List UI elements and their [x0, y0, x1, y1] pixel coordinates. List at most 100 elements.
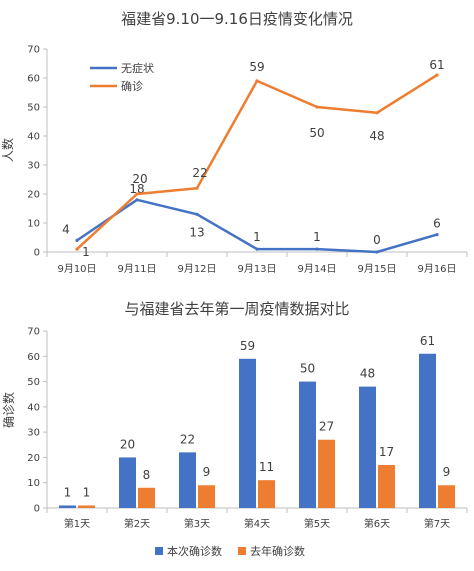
bar-chart-x-tick-label: 第1天 — [64, 517, 90, 530]
bar-chart-x-tick-label: 第3天 — [184, 517, 210, 530]
line-chart-x-tick-label: 9月16日 — [417, 263, 456, 275]
bar-chart-y-axis-label: 确诊数 — [1, 392, 16, 428]
line-data-label: 20 — [132, 172, 147, 186]
line-data-label: 18 — [129, 182, 144, 196]
bar-last-year — [318, 439, 335, 508]
line-data-label: 59 — [249, 60, 264, 74]
bar-data-label: 61 — [420, 334, 435, 348]
bar-data-label: 20 — [120, 437, 135, 451]
bar-last-year — [378, 465, 395, 508]
line-chart-y-tick-label: 20 — [27, 190, 40, 201]
bar-current — [59, 505, 76, 508]
line-data-label: 1 — [253, 230, 261, 244]
line-legend-label: 无症状 — [121, 61, 154, 75]
line-series-confirmed — [76, 74, 438, 251]
line-data-label: 4 — [62, 222, 70, 236]
line-data-label: 50 — [309, 126, 324, 140]
bar-legend-label: 本次确诊数 — [167, 544, 222, 558]
bar-current — [179, 452, 196, 508]
bar-chart-y-tick-label: 70 — [27, 327, 40, 338]
bar-data-label: 8 — [143, 468, 151, 482]
line-chart-x-tick-label: 9月15日 — [357, 263, 396, 275]
line-point — [135, 198, 139, 202]
bar-data-label: 22 — [180, 432, 195, 446]
line-point — [255, 79, 259, 83]
line-data-label: 6 — [433, 217, 441, 231]
line-point — [255, 247, 259, 251]
line-point — [435, 233, 439, 237]
line-data-label: 0 — [373, 233, 381, 247]
bar-chart-title: 与福建省去年第一周疫情数据对比 — [124, 300, 349, 318]
bar-data-label: 48 — [360, 367, 375, 381]
bar-chart-y-tick-label: 30 — [27, 428, 40, 439]
line-chart: 福建省9.10一9.16日疫情变化情况人数0102030405060709月10… — [0, 10, 468, 275]
line-chart-y-axis-label: 人数 — [0, 138, 15, 162]
bar-data-label: 59 — [240, 339, 255, 353]
line-series-asymptomatic — [76, 198, 438, 254]
line-legend-label: 确诊 — [121, 79, 143, 93]
line-point — [195, 186, 199, 190]
bar-chart-y-tick-label: 60 — [27, 352, 40, 363]
bar-legend-label: 去年确诊数 — [250, 544, 305, 558]
bar-chart-y-tick-label: 50 — [27, 377, 40, 388]
line-chart-title: 福建省9.10一9.16日疫情变化情况 — [121, 10, 353, 28]
bar-data-label: 27 — [319, 420, 334, 434]
bar-current — [239, 358, 256, 508]
bar-last-year — [258, 480, 275, 508]
bar-data-label: 50 — [300, 362, 315, 376]
line-chart-x-tick-label: 9月14日 — [297, 263, 336, 275]
bar-data-label: 1 — [64, 485, 72, 499]
bar-current — [419, 353, 436, 508]
line-data-label: 48 — [369, 129, 384, 143]
line-chart-y-tick-label: 60 — [27, 74, 40, 85]
line-chart-x-tick-label: 9月12日 — [177, 263, 216, 275]
bar-data-label: 1 — [83, 485, 91, 499]
bar-current — [119, 457, 136, 508]
line-chart-x-tick-label: 9月13日 — [237, 263, 276, 275]
bar-chart-y-tick-label: 20 — [27, 453, 40, 464]
bar-data-label: 9 — [443, 465, 451, 479]
line-point — [75, 238, 79, 242]
bar-data-label: 9 — [203, 465, 211, 479]
line-point — [135, 192, 139, 196]
line-point — [195, 212, 199, 216]
bar-last-year — [198, 485, 215, 508]
line-data-label: 61 — [429, 58, 444, 72]
line-chart-y-tick-label: 50 — [27, 103, 40, 114]
bar-last-year — [78, 505, 95, 508]
bar-legend-swatch — [155, 547, 163, 555]
line-chart-y-tick-label: 10 — [27, 219, 40, 230]
bar-data-label: 11 — [259, 460, 274, 474]
line-chart-y-tick-label: 70 — [27, 45, 40, 56]
line-chart-y-tick-label: 0 — [34, 248, 40, 259]
bar-chart-x-tick-label: 第6天 — [364, 517, 390, 530]
line-chart-y-tick-label: 40 — [27, 132, 40, 143]
line-point — [435, 73, 439, 77]
bar-legend-swatch — [238, 547, 246, 555]
line-chart-x-tick-label: 9月11日 — [117, 263, 156, 275]
line-point — [75, 247, 79, 251]
line-point — [315, 105, 319, 109]
bar-last-year — [438, 485, 455, 508]
line-chart-x-tick-label: 9月10日 — [57, 263, 96, 275]
bar-chart-x-tick-label: 第4天 — [244, 517, 270, 530]
line-point — [375, 111, 379, 115]
line-data-label: 1 — [313, 230, 321, 244]
line-data-label: 13 — [189, 225, 204, 239]
bar-chart-y-tick-label: 40 — [27, 402, 40, 413]
line-chart-y-tick-label: 30 — [27, 161, 40, 172]
bar-chart-y-tick-label: 10 — [27, 478, 40, 489]
line-point — [315, 247, 319, 251]
line-data-label: 1 — [82, 245, 90, 259]
line-data-label: 22 — [192, 166, 207, 180]
bar-last-year — [138, 487, 155, 508]
bar-chart-x-tick-label: 第5天 — [304, 517, 330, 530]
bar-current — [299, 381, 316, 508]
bar-chart-y-tick-label: 0 — [34, 504, 40, 515]
line-point — [375, 250, 379, 254]
bar-current — [359, 386, 376, 508]
bar-chart-x-tick-label: 第7天 — [424, 517, 450, 530]
